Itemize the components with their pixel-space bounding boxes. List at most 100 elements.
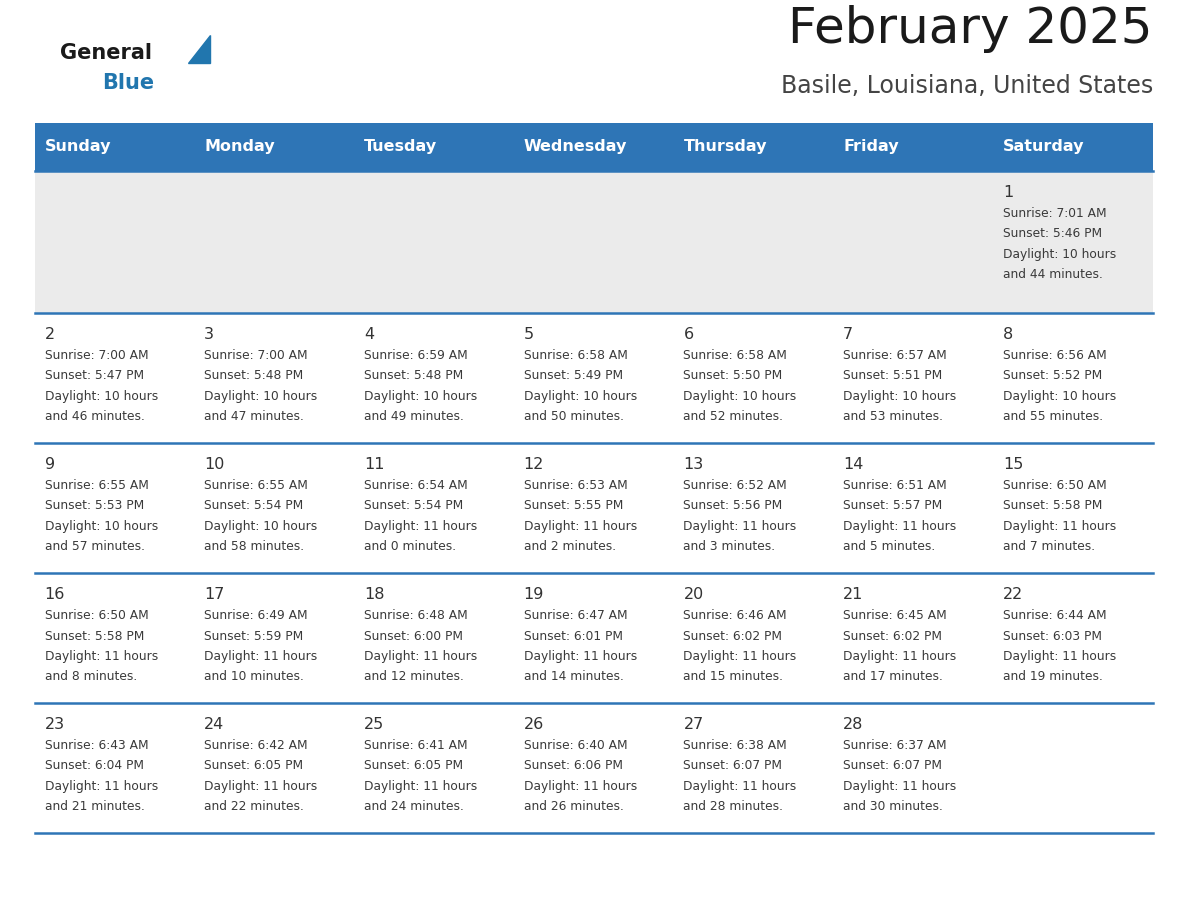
Text: Sunday: Sunday — [45, 140, 112, 154]
Text: Sunset: 6:01 PM: Sunset: 6:01 PM — [524, 630, 623, 643]
Text: Sunset: 5:49 PM: Sunset: 5:49 PM — [524, 370, 623, 383]
Bar — [34, 573, 1154, 703]
Text: Sunset: 5:54 PM: Sunset: 5:54 PM — [204, 499, 304, 512]
Text: Daylight: 10 hours: Daylight: 10 hours — [843, 390, 956, 403]
Text: and 15 minutes.: and 15 minutes. — [683, 670, 783, 684]
Text: 16: 16 — [45, 587, 65, 602]
Text: Daylight: 10 hours: Daylight: 10 hours — [1003, 390, 1116, 403]
Text: Sunrise: 6:45 AM: Sunrise: 6:45 AM — [843, 609, 947, 622]
Text: Daylight: 10 hours: Daylight: 10 hours — [45, 520, 158, 533]
Text: and 0 minutes.: and 0 minutes. — [364, 541, 456, 554]
Text: Sunset: 5:48 PM: Sunset: 5:48 PM — [204, 370, 304, 383]
Text: Daylight: 10 hours: Daylight: 10 hours — [204, 520, 317, 533]
Text: 10: 10 — [204, 457, 225, 472]
Text: Sunset: 6:05 PM: Sunset: 6:05 PM — [204, 759, 303, 773]
Text: Basile, Louisiana, United States: Basile, Louisiana, United States — [781, 74, 1154, 98]
Text: Daylight: 10 hours: Daylight: 10 hours — [1003, 248, 1116, 261]
Text: Sunrise: 6:59 AM: Sunrise: 6:59 AM — [364, 349, 468, 362]
Text: Daylight: 11 hours: Daylight: 11 hours — [683, 650, 797, 663]
Text: Sunrise: 6:41 AM: Sunrise: 6:41 AM — [364, 739, 468, 752]
Text: Daylight: 11 hours: Daylight: 11 hours — [364, 780, 478, 793]
Text: 17: 17 — [204, 587, 225, 602]
Text: February 2025: February 2025 — [789, 5, 1154, 53]
Text: 25: 25 — [364, 717, 384, 732]
Text: 5: 5 — [524, 327, 533, 342]
Bar — [34, 703, 1154, 833]
Text: Daylight: 11 hours: Daylight: 11 hours — [204, 780, 317, 793]
Text: Sunrise: 7:00 AM: Sunrise: 7:00 AM — [45, 349, 148, 362]
Text: and 47 minutes.: and 47 minutes. — [204, 410, 304, 423]
Text: 20: 20 — [683, 587, 703, 602]
Text: Sunrise: 6:51 AM: Sunrise: 6:51 AM — [843, 479, 947, 492]
Text: Sunset: 6:04 PM: Sunset: 6:04 PM — [45, 759, 144, 773]
Text: Sunrise: 6:46 AM: Sunrise: 6:46 AM — [683, 609, 788, 622]
Text: Daylight: 11 hours: Daylight: 11 hours — [524, 650, 637, 663]
Text: Sunset: 5:59 PM: Sunset: 5:59 PM — [204, 630, 304, 643]
Bar — [34, 171, 1154, 313]
Text: Sunrise: 6:44 AM: Sunrise: 6:44 AM — [1003, 609, 1106, 622]
Text: Sunrise: 6:43 AM: Sunrise: 6:43 AM — [45, 739, 148, 752]
Text: and 53 minutes.: and 53 minutes. — [843, 410, 943, 423]
Text: 8: 8 — [1003, 327, 1013, 342]
Text: and 2 minutes.: and 2 minutes. — [524, 541, 615, 554]
Text: and 49 minutes.: and 49 minutes. — [364, 410, 463, 423]
Text: and 28 minutes.: and 28 minutes. — [683, 800, 783, 813]
Text: and 22 minutes.: and 22 minutes. — [204, 800, 304, 813]
Text: Sunset: 5:53 PM: Sunset: 5:53 PM — [45, 499, 144, 512]
Text: and 17 minutes.: and 17 minutes. — [843, 670, 943, 684]
Text: and 57 minutes.: and 57 minutes. — [45, 541, 145, 554]
Text: 4: 4 — [364, 327, 374, 342]
Polygon shape — [188, 35, 210, 63]
Bar — [34, 313, 1154, 443]
Bar — [34, 443, 1154, 573]
Text: Sunrise: 6:38 AM: Sunrise: 6:38 AM — [683, 739, 788, 752]
Text: Sunrise: 6:37 AM: Sunrise: 6:37 AM — [843, 739, 947, 752]
Text: Daylight: 11 hours: Daylight: 11 hours — [683, 520, 797, 533]
Text: Sunrise: 6:48 AM: Sunrise: 6:48 AM — [364, 609, 468, 622]
Text: and 19 minutes.: and 19 minutes. — [1003, 670, 1102, 684]
Text: Daylight: 10 hours: Daylight: 10 hours — [524, 390, 637, 403]
Text: Sunset: 5:52 PM: Sunset: 5:52 PM — [1003, 370, 1102, 383]
Text: Sunrise: 6:49 AM: Sunrise: 6:49 AM — [204, 609, 308, 622]
Text: 6: 6 — [683, 327, 694, 342]
Text: 22: 22 — [1003, 587, 1023, 602]
Text: Sunset: 5:48 PM: Sunset: 5:48 PM — [364, 370, 463, 383]
Text: Daylight: 11 hours: Daylight: 11 hours — [364, 520, 478, 533]
Text: Daylight: 11 hours: Daylight: 11 hours — [364, 650, 478, 663]
Text: and 3 minutes.: and 3 minutes. — [683, 541, 776, 554]
Text: Sunrise: 6:58 AM: Sunrise: 6:58 AM — [683, 349, 788, 362]
Text: and 52 minutes.: and 52 minutes. — [683, 410, 783, 423]
Text: Daylight: 11 hours: Daylight: 11 hours — [524, 780, 637, 793]
Text: Daylight: 11 hours: Daylight: 11 hours — [1003, 520, 1116, 533]
Text: Sunset: 6:07 PM: Sunset: 6:07 PM — [683, 759, 783, 773]
Text: Sunrise: 6:52 AM: Sunrise: 6:52 AM — [683, 479, 788, 492]
Text: 18: 18 — [364, 587, 385, 602]
Text: and 7 minutes.: and 7 minutes. — [1003, 541, 1095, 554]
Text: Friday: Friday — [843, 140, 899, 154]
Text: Blue: Blue — [102, 73, 154, 93]
Text: 28: 28 — [843, 717, 864, 732]
Text: Wednesday: Wednesday — [524, 140, 627, 154]
Text: Sunrise: 6:57 AM: Sunrise: 6:57 AM — [843, 349, 947, 362]
Text: and 58 minutes.: and 58 minutes. — [204, 541, 304, 554]
Text: 15: 15 — [1003, 457, 1023, 472]
Text: and 55 minutes.: and 55 minutes. — [1003, 410, 1102, 423]
Text: Daylight: 11 hours: Daylight: 11 hours — [843, 650, 956, 663]
Text: 26: 26 — [524, 717, 544, 732]
Text: Sunrise: 6:54 AM: Sunrise: 6:54 AM — [364, 479, 468, 492]
Text: Daylight: 11 hours: Daylight: 11 hours — [843, 520, 956, 533]
Text: Sunset: 5:50 PM: Sunset: 5:50 PM — [683, 370, 783, 383]
Text: Tuesday: Tuesday — [364, 140, 437, 154]
Text: Daylight: 11 hours: Daylight: 11 hours — [45, 650, 158, 663]
Text: Sunrise: 6:58 AM: Sunrise: 6:58 AM — [524, 349, 627, 362]
Text: Sunset: 6:02 PM: Sunset: 6:02 PM — [843, 630, 942, 643]
Text: 19: 19 — [524, 587, 544, 602]
Text: Monday: Monday — [204, 140, 274, 154]
Text: Sunrise: 6:56 AM: Sunrise: 6:56 AM — [1003, 349, 1106, 362]
Text: Sunrise: 6:55 AM: Sunrise: 6:55 AM — [45, 479, 148, 492]
Text: 27: 27 — [683, 717, 703, 732]
Text: and 12 minutes.: and 12 minutes. — [364, 670, 463, 684]
Text: Sunset: 5:51 PM: Sunset: 5:51 PM — [843, 370, 942, 383]
Text: 23: 23 — [45, 717, 64, 732]
Text: and 24 minutes.: and 24 minutes. — [364, 800, 463, 813]
